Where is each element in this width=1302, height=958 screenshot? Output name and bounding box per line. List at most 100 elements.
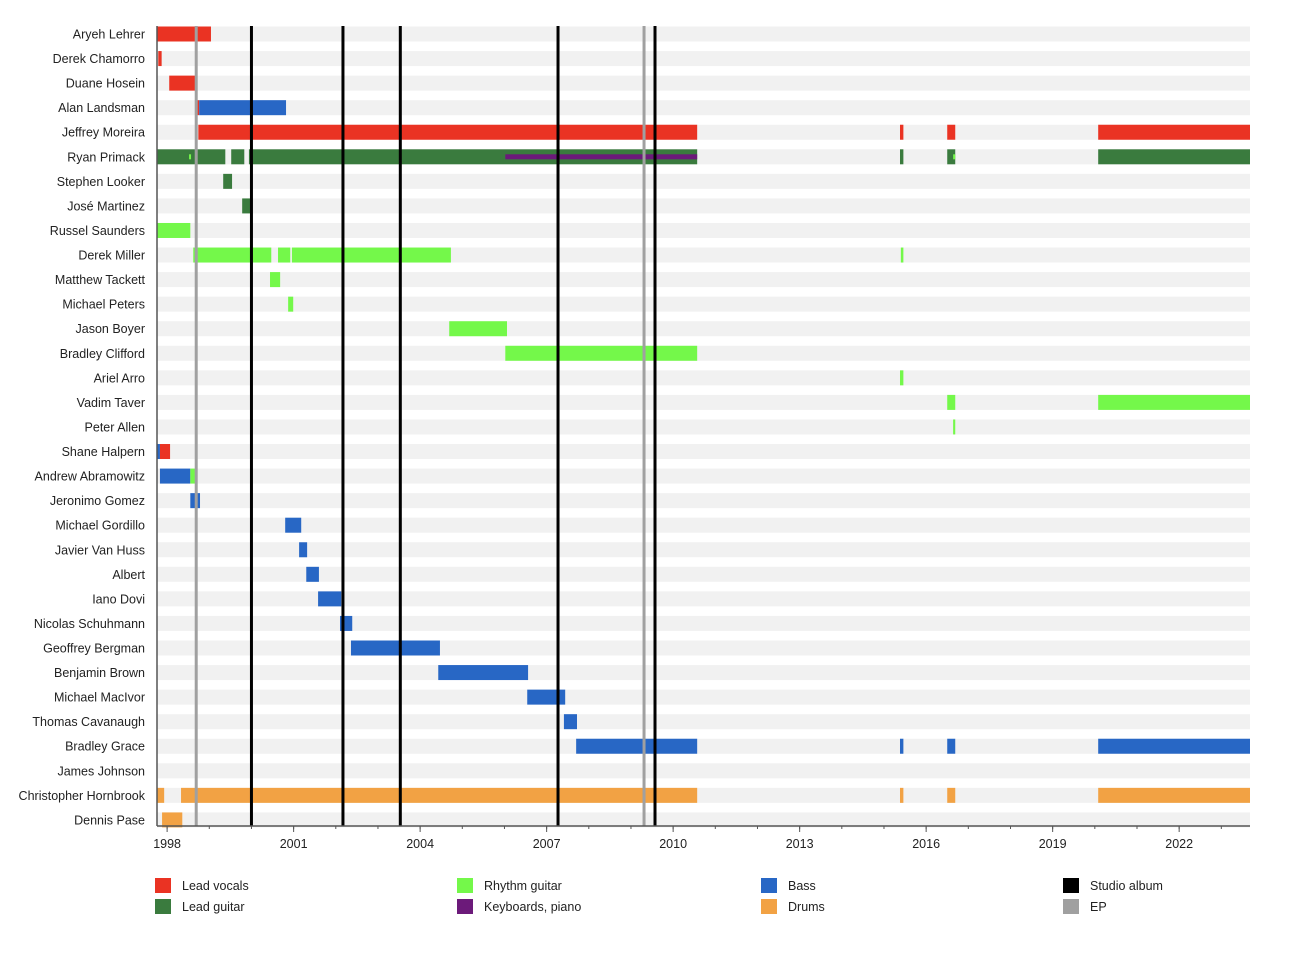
bar-rhythm	[189, 154, 192, 160]
member-label: Ariel Arro	[94, 371, 145, 385]
bar-bass	[285, 517, 302, 533]
member-label: Duane Hosein	[66, 77, 145, 91]
row-stripe	[157, 321, 1250, 337]
member-label: Vadim Taver	[77, 396, 145, 410]
bar-lead	[231, 149, 245, 165]
bar-vocals	[158, 51, 162, 67]
bar-rhythm	[900, 370, 904, 386]
row-stripe	[157, 100, 1250, 116]
x-tick-label: 2010	[659, 837, 687, 851]
row-stripe	[157, 542, 1250, 558]
bar-drums	[162, 812, 183, 828]
member-label: Andrew Abramowitz	[35, 470, 145, 484]
legend-swatch-vocals	[155, 878, 171, 893]
bar-rhythm	[505, 345, 698, 361]
bar-vocals	[947, 124, 956, 140]
bar-drums	[157, 787, 165, 803]
member-label: Jeronimo Gomez	[50, 494, 145, 508]
bar-bass	[199, 100, 287, 116]
bar-vocals	[900, 124, 904, 140]
legend-swatch-lead	[155, 899, 171, 914]
x-tick-label: 1998	[153, 837, 181, 851]
member-label: Nicolas Schuhmann	[34, 617, 145, 631]
bar-rhythm	[953, 419, 956, 435]
member-label: Michael MacIvor	[54, 691, 145, 705]
bar-rhythm	[193, 247, 272, 263]
bar-bass	[159, 468, 191, 484]
bar-rhythm	[947, 394, 956, 410]
bar-bass	[350, 640, 440, 656]
x-tick-label: 2019	[1039, 837, 1067, 851]
bar-bass	[318, 591, 342, 607]
row-stripe	[157, 419, 1250, 435]
legend-swatch-keys	[457, 899, 473, 914]
row-stripe	[157, 75, 1250, 91]
bar-bass	[576, 738, 698, 754]
bar-drums	[947, 787, 956, 803]
row-stripe	[157, 394, 1250, 410]
member-label: Iano Dovi	[92, 592, 145, 606]
x-tick-label: 2013	[786, 837, 814, 851]
row-stripe	[157, 370, 1250, 386]
bar-keys	[505, 154, 698, 160]
row-stripe	[157, 812, 1250, 828]
bar-rhythm	[291, 247, 451, 263]
member-label: Derek Chamorro	[53, 52, 145, 66]
row-stripe	[157, 714, 1250, 730]
bar-vocals	[1098, 124, 1250, 140]
member-label: Geoffrey Bergman	[43, 642, 145, 656]
member-label: Ryan Primack	[67, 150, 146, 164]
member-label: Matthew Tackett	[55, 273, 146, 287]
member-label: José Martinez	[67, 199, 145, 213]
member-label: Michael Peters	[62, 298, 145, 312]
bar-lead	[248, 149, 698, 165]
row-stripe	[157, 345, 1250, 361]
row-stripe	[157, 517, 1250, 533]
member-label: Christopher Hornbrook	[19, 789, 146, 803]
bar-rhythm	[900, 247, 904, 263]
x-tick-label: 2016	[912, 837, 940, 851]
bar-lead	[1098, 149, 1250, 165]
row-stripe	[157, 26, 1250, 42]
legend-label-rhythm: Rhythm guitar	[484, 879, 562, 893]
row-stripe	[157, 566, 1250, 582]
legend-swatch-bass	[761, 878, 777, 893]
member-label: Michael Gordillo	[55, 519, 145, 533]
member-label: Peter Allen	[85, 420, 146, 434]
member-label: Aryeh Lehrer	[73, 28, 145, 42]
legend-label-studio: Studio album	[1090, 879, 1163, 893]
bar-bass	[1098, 738, 1250, 754]
legend-swatch-studio	[1063, 878, 1079, 893]
bar-rhythm	[157, 222, 191, 238]
member-label: James Johnson	[57, 764, 145, 778]
member-label: Russel Saunders	[50, 224, 145, 238]
member-label: Bradley Grace	[65, 740, 145, 754]
member-label: Bradley Clifford	[60, 347, 145, 361]
bar-drums	[1098, 787, 1250, 803]
member-label: Thomas Cavanaugh	[32, 715, 145, 729]
member-label: Javier Van Huss	[55, 543, 145, 557]
bar-bass	[438, 665, 529, 681]
bar-bass	[527, 689, 566, 705]
legend-label-ep: EP	[1090, 900, 1107, 914]
x-tick-label: 2022	[1165, 837, 1193, 851]
bar-bass	[900, 738, 904, 754]
bar-rhythm	[953, 154, 956, 160]
row-stripe	[157, 689, 1250, 705]
member-label: Jason Boyer	[76, 322, 145, 336]
bar-vocals	[157, 26, 211, 42]
row-stripe	[157, 296, 1250, 312]
bar-vocals	[169, 75, 197, 91]
legend-label-vocals: Lead vocals	[182, 879, 249, 893]
row-stripe	[157, 615, 1250, 631]
x-tick-label: 2007	[533, 837, 561, 851]
bar-rhythm	[1098, 394, 1250, 410]
bar-bass	[947, 738, 956, 754]
row-stripe	[157, 51, 1250, 67]
legend-label-drums: Drums	[788, 900, 825, 914]
bar-rhythm	[288, 296, 294, 312]
bar-vocals	[159, 444, 171, 460]
bar-vocals	[198, 124, 698, 140]
row-stripe	[157, 444, 1250, 460]
x-tick-label: 2001	[280, 837, 308, 851]
